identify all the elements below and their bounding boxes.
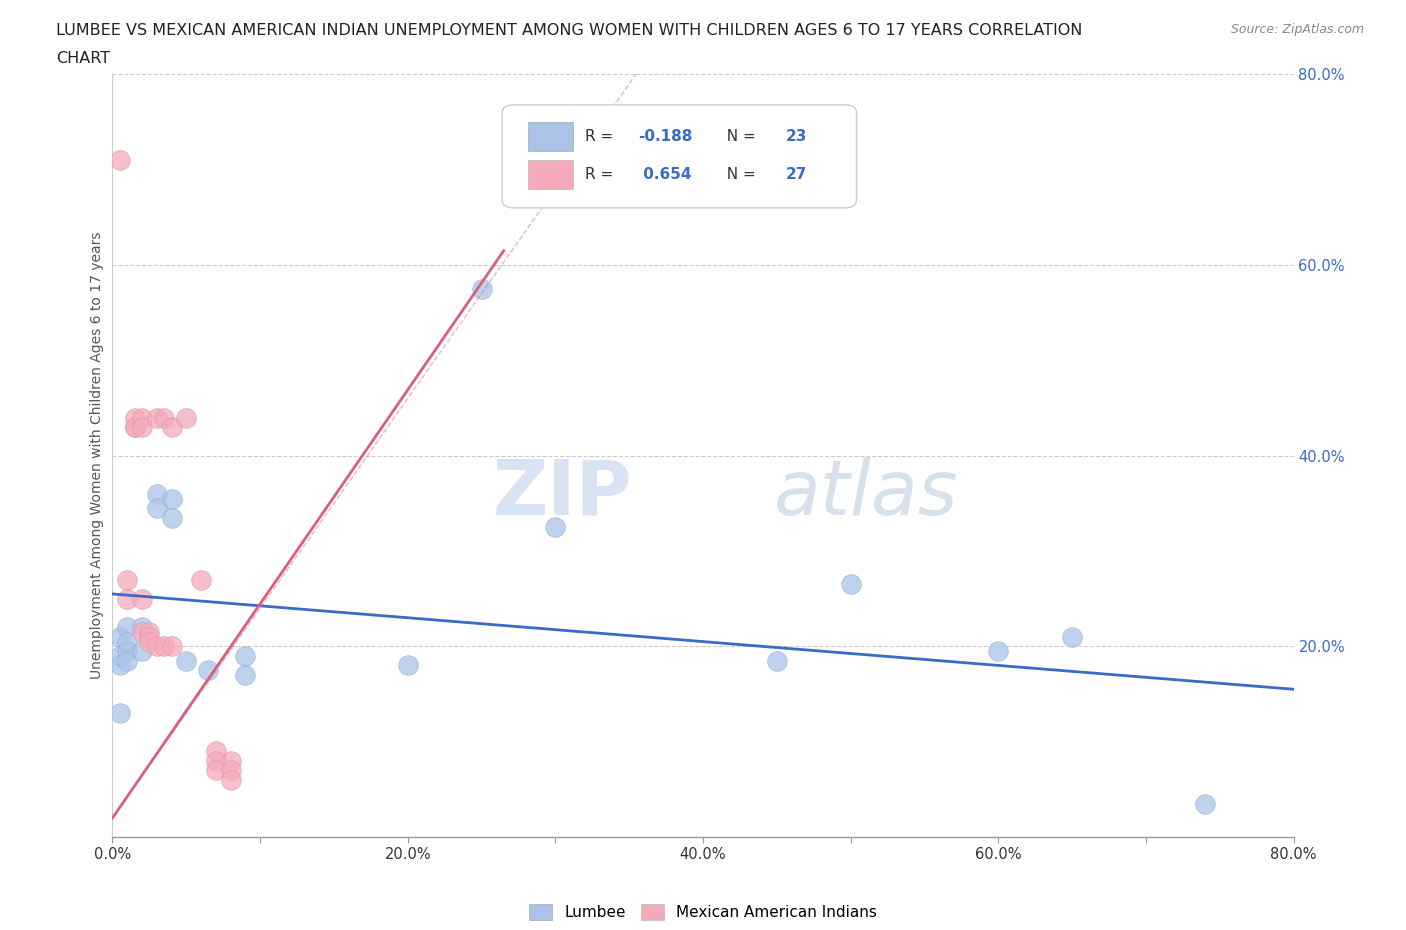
Point bbox=[233, 668, 256, 683]
Point bbox=[138, 625, 160, 640]
Point bbox=[117, 620, 138, 635]
Text: R =: R = bbox=[585, 128, 619, 143]
Point bbox=[174, 653, 197, 668]
Text: 23: 23 bbox=[786, 128, 807, 143]
Point bbox=[1194, 796, 1216, 811]
Point bbox=[146, 639, 169, 654]
Point bbox=[117, 634, 138, 649]
Point bbox=[124, 410, 146, 425]
Point bbox=[131, 625, 153, 640]
Point bbox=[124, 419, 146, 434]
Point bbox=[219, 772, 242, 787]
Text: 27: 27 bbox=[786, 166, 807, 181]
Point bbox=[174, 410, 197, 425]
Point bbox=[131, 410, 153, 425]
Point bbox=[153, 410, 176, 425]
Point bbox=[131, 620, 153, 635]
Point bbox=[197, 663, 219, 678]
Point bbox=[146, 486, 169, 501]
Point bbox=[233, 648, 256, 663]
Point bbox=[160, 639, 183, 654]
Point bbox=[108, 630, 131, 644]
Legend: Lumbee, Mexican American Indians: Lumbee, Mexican American Indians bbox=[523, 898, 883, 926]
Text: N =: N = bbox=[717, 166, 761, 181]
Point bbox=[117, 653, 138, 668]
Text: R =: R = bbox=[585, 166, 619, 181]
Point bbox=[396, 658, 419, 673]
Point bbox=[146, 410, 169, 425]
Point bbox=[153, 639, 176, 654]
Point bbox=[108, 153, 131, 167]
Text: LUMBEE VS MEXICAN AMERICAN INDIAN UNEMPLOYMENT AMONG WOMEN WITH CHILDREN AGES 6 : LUMBEE VS MEXICAN AMERICAN INDIAN UNEMPL… bbox=[56, 23, 1083, 38]
Point bbox=[138, 634, 160, 649]
Text: -0.188: -0.188 bbox=[638, 128, 692, 143]
Point bbox=[146, 500, 169, 515]
Point bbox=[124, 419, 146, 434]
Point bbox=[117, 644, 138, 658]
Point bbox=[219, 763, 242, 777]
Point bbox=[205, 744, 228, 759]
Point bbox=[160, 419, 183, 434]
Point bbox=[219, 753, 242, 768]
Point bbox=[108, 658, 131, 673]
Point bbox=[987, 644, 1010, 658]
Point bbox=[138, 630, 160, 644]
Text: ZIP: ZIP bbox=[492, 457, 633, 531]
Point bbox=[205, 753, 228, 768]
Point bbox=[160, 511, 183, 525]
Point bbox=[544, 520, 567, 535]
Point bbox=[839, 577, 862, 591]
Point bbox=[108, 648, 131, 663]
Text: Source: ZipAtlas.com: Source: ZipAtlas.com bbox=[1230, 23, 1364, 36]
Text: 0.654: 0.654 bbox=[638, 166, 692, 181]
Point bbox=[131, 591, 153, 606]
Point bbox=[766, 653, 789, 668]
Point bbox=[131, 644, 153, 658]
Point bbox=[160, 491, 183, 506]
Point bbox=[117, 591, 138, 606]
Point bbox=[108, 706, 131, 721]
Y-axis label: Unemployment Among Women with Children Ages 6 to 17 years: Unemployment Among Women with Children A… bbox=[90, 232, 104, 680]
Point bbox=[117, 572, 138, 587]
FancyBboxPatch shape bbox=[529, 122, 574, 151]
Text: N =: N = bbox=[717, 128, 761, 143]
Text: CHART: CHART bbox=[56, 51, 110, 66]
Text: atlas: atlas bbox=[773, 457, 959, 531]
Point bbox=[1062, 630, 1084, 644]
Point bbox=[190, 572, 212, 587]
Point bbox=[470, 282, 494, 297]
Point bbox=[205, 763, 228, 777]
FancyBboxPatch shape bbox=[529, 160, 574, 189]
FancyBboxPatch shape bbox=[502, 105, 856, 208]
Point bbox=[131, 419, 153, 434]
